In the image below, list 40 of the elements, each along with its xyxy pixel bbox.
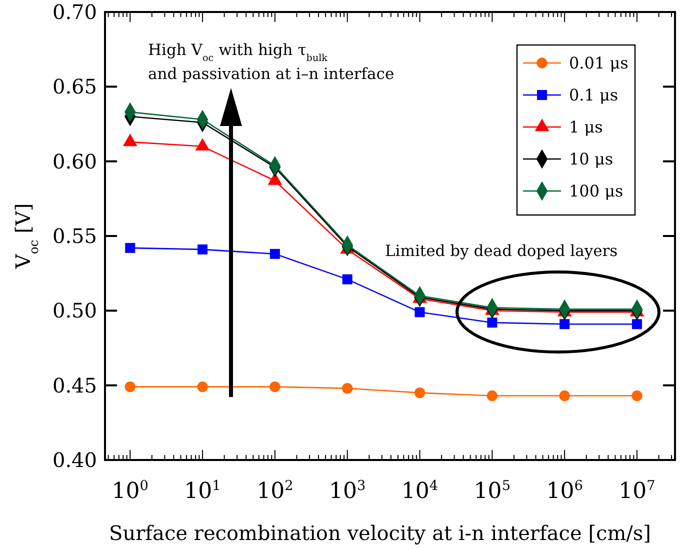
y-tick-label: 0.55	[52, 224, 97, 248]
point	[486, 390, 498, 402]
point	[487, 318, 498, 328]
y-tick-label: 0.70	[52, 0, 97, 24]
x-tick-label: 10$^{6}$	[546, 478, 583, 504]
point	[342, 382, 353, 394]
annotation: and passivation at i–n interface	[148, 65, 394, 83]
annotation: High V$_{oc}$ with high τ$_{bulk}$	[148, 41, 328, 64]
point	[198, 244, 208, 254]
point	[197, 381, 208, 392]
point	[632, 390, 642, 402]
point	[124, 381, 136, 392]
x-tick-label: 10$^{5}$	[474, 478, 510, 504]
y-tick-label: 0.50	[52, 298, 97, 323]
x-axis-title: Surface recombination velocity at i-n interface [cm/s]	[109, 521, 651, 545]
point	[632, 319, 642, 330]
point	[560, 319, 570, 330]
y-tick-label: 0.40	[52, 448, 97, 472]
x-tick-label: 10$^{0}$	[112, 478, 148, 504]
x-tick-label: 10$^{1}$	[184, 478, 221, 504]
legend-label: 10 μs	[569, 150, 614, 169]
point	[414, 307, 425, 318]
point	[559, 390, 570, 402]
x-tick-label: 10$^{7}$	[618, 478, 656, 504]
legend-label: 0.01 μs	[569, 54, 628, 73]
point	[414, 387, 426, 398]
x-tick-label: 10$^{3}$	[329, 478, 366, 504]
y-tick-label: 0.65	[52, 74, 97, 99]
annotation: Limited by dead doped layers	[385, 242, 618, 260]
legend-label: 100 μs	[569, 182, 624, 201]
point	[270, 248, 280, 259]
x-tick-label: 10$^{2}$	[256, 478, 294, 504]
y-tick-label: 0.45	[52, 373, 97, 398]
x-tick-label: 10$^{4}$	[401, 478, 438, 504]
legend-label: 0.1 μs	[569, 86, 618, 105]
point	[342, 274, 352, 284]
y-tick-label: 0.60	[52, 149, 97, 174]
point	[125, 242, 136, 253]
legend-label: 1 μs	[569, 118, 603, 137]
point	[270, 381, 280, 392]
